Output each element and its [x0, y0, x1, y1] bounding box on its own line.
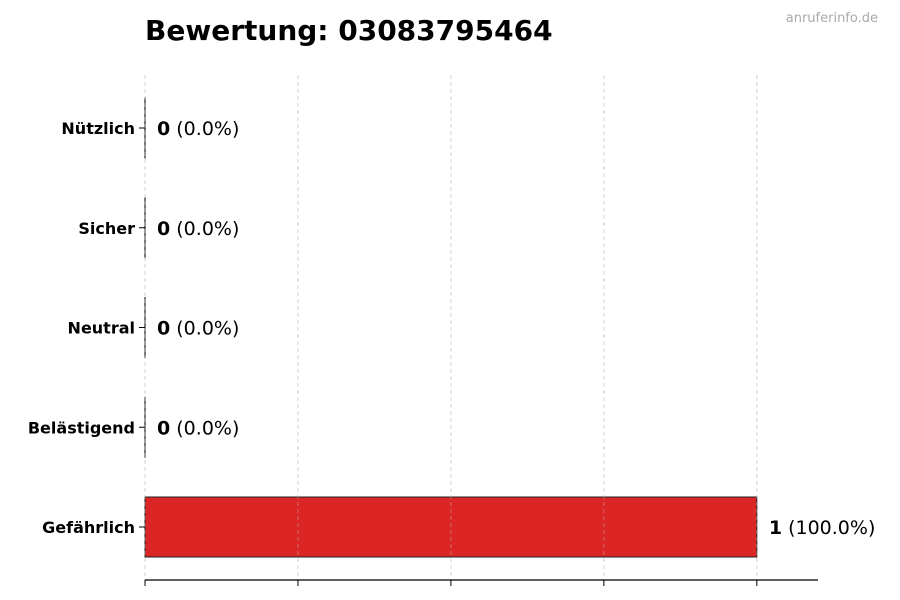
- y-tick-label: Neutral: [68, 319, 135, 338]
- value-percent: (0.0%): [170, 118, 239, 140]
- y-tick-label: Sicher: [78, 219, 135, 238]
- value-percent: (0.0%): [170, 318, 239, 340]
- value-percent: (100.0%): [782, 517, 875, 539]
- value-count: 0: [157, 318, 170, 340]
- chart-title: Bewertung: 03083795464: [145, 14, 553, 47]
- value-label: 0 (0.0%): [157, 218, 239, 240]
- value-label: 1 (100.0%): [769, 517, 876, 539]
- value-percent: (0.0%): [170, 417, 239, 439]
- value-count: 0: [157, 417, 170, 439]
- grid-overlay: [144, 75, 758, 580]
- value-label: 0 (0.0%): [157, 318, 239, 340]
- labels: Nützlich 0 (0.0%) Sicher 0 (0.0%) Neutral 0 (…: [28, 118, 876, 539]
- y-tick-label: Nützlich: [61, 119, 135, 138]
- value-count: 1: [769, 517, 782, 539]
- value-label: 0 (0.0%): [157, 417, 239, 439]
- watermark: anruferinfo.de: [786, 11, 878, 26]
- x-ticks: [144, 580, 758, 586]
- value-count: 0: [157, 118, 170, 140]
- y-tick-label: Belästigend: [28, 418, 135, 437]
- value-count: 0: [157, 218, 170, 240]
- value-percent: (0.0%): [170, 218, 239, 240]
- value-label: 0 (0.0%): [157, 118, 239, 140]
- y-tick-label: Gefährlich: [42, 518, 135, 537]
